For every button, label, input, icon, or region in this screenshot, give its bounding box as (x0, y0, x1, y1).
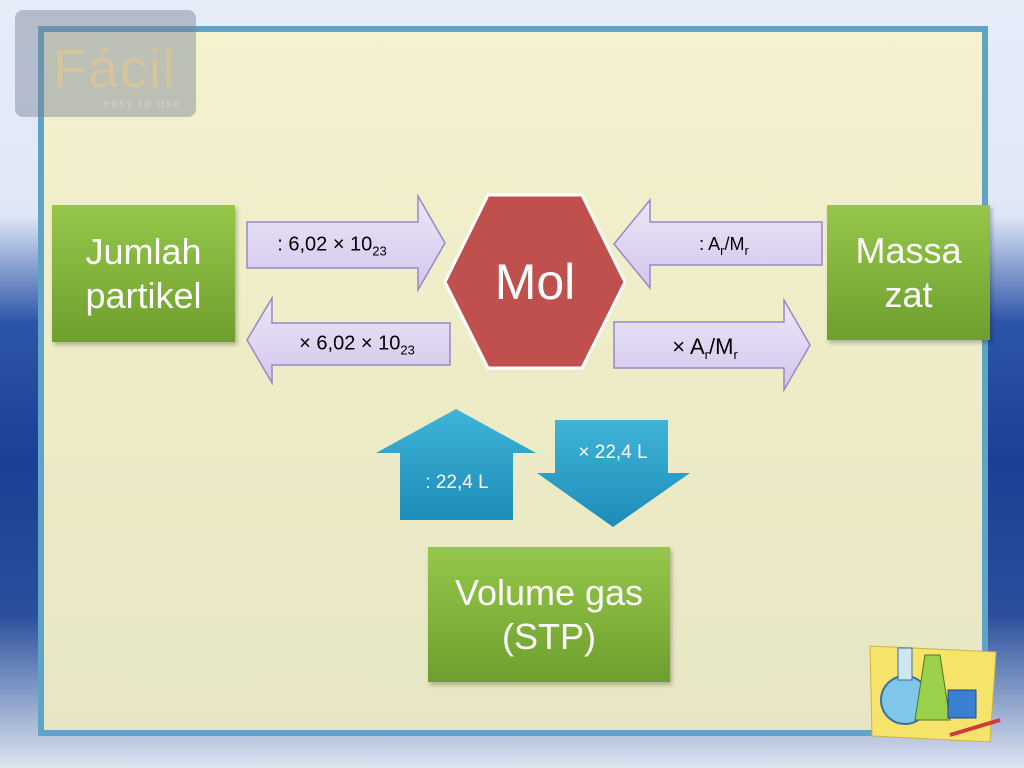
node-jumlah-partikel: Jumlah partikel (52, 205, 235, 342)
arrow-right-particles-to-mol (246, 193, 446, 293)
node-massa-zat: Massa zat (827, 205, 990, 340)
logo-title: Fácil (53, 39, 178, 99)
node-label: Volume gas (454, 571, 644, 613)
node-label: Massa zat (855, 229, 962, 315)
label-multiply-22-4: × 22,4 L (578, 442, 648, 463)
label-divide-22-4: : 22,4 L (425, 472, 489, 493)
arrow-left-mass-to-mol (613, 197, 823, 291)
label-multiply-avogadro: × 6,02 × 1023 (299, 332, 415, 358)
arrow-up-volume-to-mol (376, 409, 536, 520)
chemistry-clipart (869, 645, 1001, 743)
label-divide-ar-mr: : Ar/Mr (699, 234, 749, 258)
arrow-left-mol-to-particles (246, 295, 451, 386)
mol-label: Mol (494, 254, 576, 310)
arrow-right-mol-to-mass (613, 297, 811, 393)
logo-tagline: easy to use (103, 98, 182, 110)
logo: Fácil easy to use (15, 10, 196, 117)
node-label: Jumlah partikel (85, 230, 202, 316)
label-multiply-ar-mr: × Ar/Mr (672, 333, 738, 363)
arrow-down-mol-to-volume (537, 420, 690, 527)
node-label: (STP) (502, 615, 596, 657)
mol-hexagon (443, 193, 627, 370)
label-divide-avogadro: : 6,02 × 1023 (277, 233, 387, 259)
node-volume-gas: Volume gas (STP) (428, 547, 670, 682)
